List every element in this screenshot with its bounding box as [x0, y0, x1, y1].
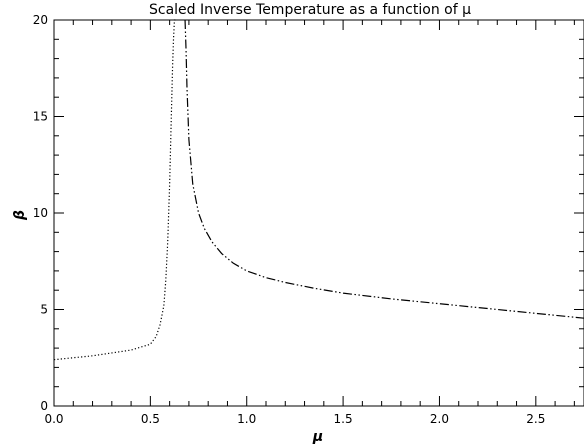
chart-title: Scaled Inverse Temperature as a function… [149, 2, 471, 18]
y-tick-label: 10 [33, 206, 48, 220]
plot-border [53, 19, 584, 407]
x-tick-label: 0.5 [141, 412, 160, 426]
y-axis: 0 5 10 15 20 [33, 13, 584, 413]
x-tick-label: 2.0 [430, 412, 449, 426]
y-axis-label: β [12, 210, 28, 221]
x-axis: 0.0 0.5 1.0 1.5 2.0 2.5 [44, 20, 575, 426]
x-tick-label: 1.5 [334, 412, 353, 426]
series-line-1 [53, 19, 176, 361]
plot-frame [53, 19, 584, 407]
series-group [53, 19, 584, 361]
y-tick-label: 20 [33, 13, 48, 27]
x-tick-label: 0.0 [44, 412, 63, 426]
y-tick-label: 0 [40, 399, 48, 413]
x-tick-label: 2.5 [526, 412, 545, 426]
series-line-2 [184, 19, 584, 319]
x-axis-label: μ [312, 429, 323, 445]
x-tick-label: 1.0 [237, 412, 256, 426]
y-tick-label: 5 [40, 303, 48, 317]
y-tick-label: 15 [33, 110, 48, 124]
